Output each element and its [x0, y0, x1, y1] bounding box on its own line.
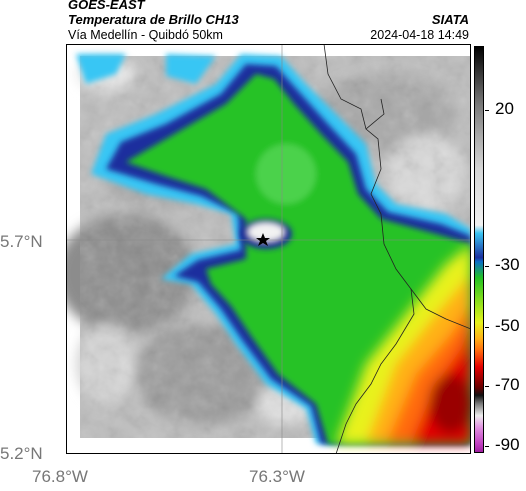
lat-tick-5-2: 5.2°N	[0, 444, 43, 463]
satellite-title: GOES-EAST	[68, 0, 145, 12]
lon-tick-76-8: 76.8°W	[32, 467, 88, 486]
star-marker-icon	[256, 233, 270, 246]
colorbar-label-minus90: -90	[495, 435, 520, 454]
lat-tick-5-7: 5.7°N	[0, 232, 43, 251]
colorbar-label-minus30: -30	[495, 255, 520, 274]
colorbar-label-20: 20	[495, 99, 514, 118]
organization-label: SIATA	[431, 12, 469, 27]
product-title: Temperatura de Brillo CH13	[68, 12, 239, 27]
colorbar-label-minus70: -70	[495, 375, 520, 394]
colorbar	[474, 46, 484, 453]
satellite-map[interactable]	[66, 44, 471, 454]
lon-tick-76-3: 76.3°W	[249, 467, 305, 486]
colorbar-label-minus50: -50	[495, 316, 520, 335]
timestamp-label: 2024-04-18 14:49	[370, 28, 469, 42]
route-subtitle: Vía Medellín - Quibdó 50km	[68, 28, 223, 42]
